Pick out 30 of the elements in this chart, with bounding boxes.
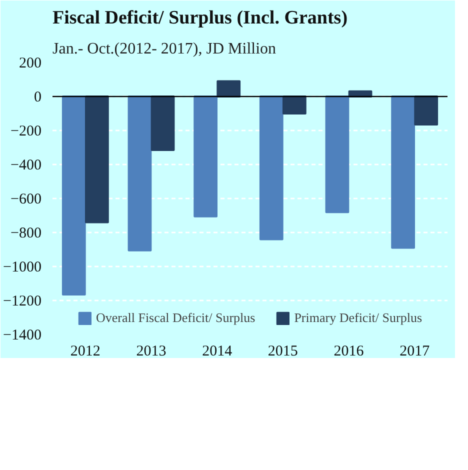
y-tick-label: −200 [10, 124, 42, 140]
x-tick-label: 2014 [202, 344, 233, 360]
y-tick-label: −400 [10, 158, 42, 174]
bar [282, 96, 306, 114]
bar [84, 96, 109, 224]
y-tick-label: −1200 [3, 294, 42, 310]
bar [325, 96, 350, 214]
bar [62, 96, 86, 296]
x-tick-label: 2017 [400, 344, 430, 360]
y-tick-label: −600 [10, 192, 42, 208]
x-tick-label: 2012 [70, 344, 100, 360]
chart-title: Fiscal Deficit/ Surplus (Incl. Grants) [52, 8, 348, 28]
legend-label: Overall Fiscal Deficit/ Surplus [96, 310, 256, 326]
y-tick-label: −1400 [3, 328, 42, 344]
y-tick-label: −1000 [3, 260, 42, 276]
x-tick-label: 2013 [136, 344, 166, 360]
y-tick-label: 0 [34, 90, 42, 106]
chart-subtitle: Jan.- Oct.(2012- 2017), JD Million [52, 40, 276, 58]
bar [391, 96, 416, 249]
bar [414, 96, 438, 126]
y-tick-label: −800 [10, 226, 42, 242]
bar [194, 96, 218, 218]
bar [150, 96, 175, 152]
legend-label: Primary Deficit/ Surplus [294, 310, 422, 326]
x-tick-label: 2016 [334, 344, 364, 360]
bar [128, 96, 152, 252]
y-tick-label: 200 [19, 56, 42, 72]
bar [216, 80, 241, 98]
x-tick-label: 2015 [268, 344, 298, 360]
bar [259, 96, 284, 240]
